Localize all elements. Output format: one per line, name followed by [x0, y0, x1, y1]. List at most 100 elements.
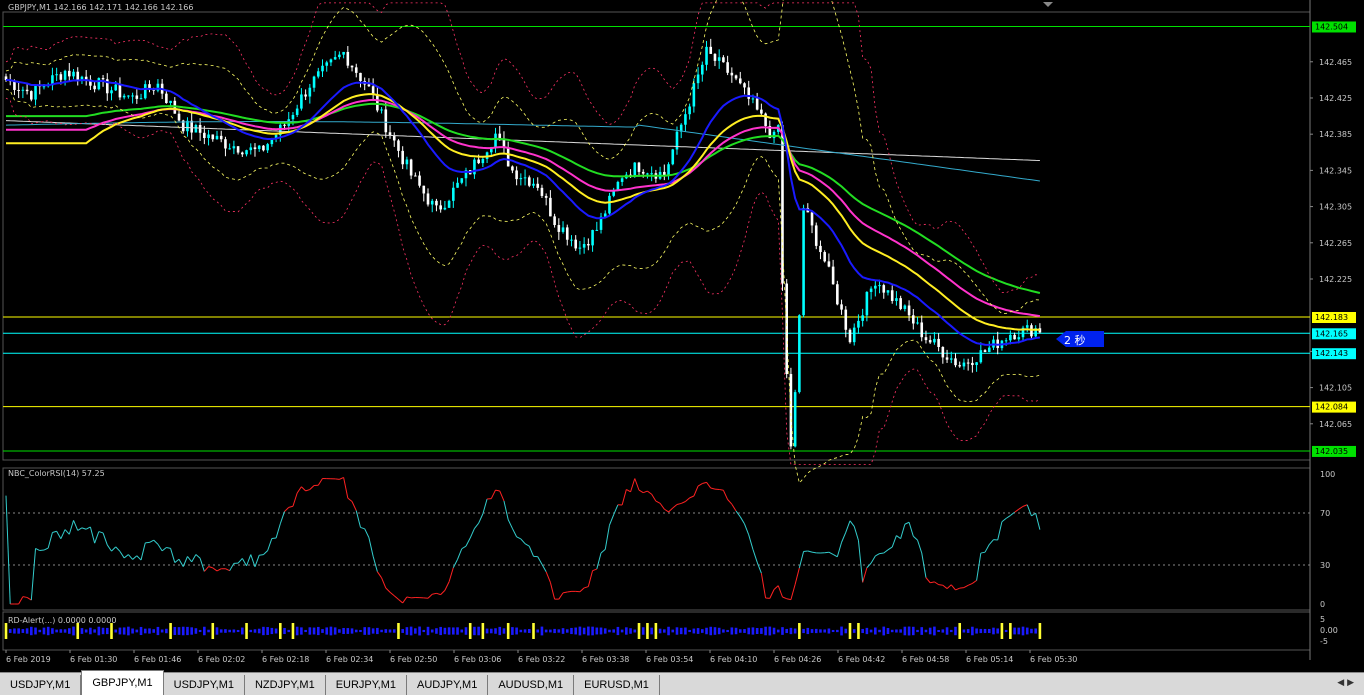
rsi-line-segment — [483, 499, 487, 514]
rsi-line-segment — [660, 503, 664, 509]
candle-body — [541, 188, 544, 196]
rsi-line-segment — [985, 545, 989, 553]
rsi-line-segment — [496, 490, 500, 491]
rd-histogram-bar — [195, 628, 198, 634]
rsi-line-segment — [825, 552, 829, 553]
candle-body — [933, 339, 936, 343]
chart-tab-nzdjpy-m1[interactable]: NZDJPY,M1 — [245, 675, 326, 695]
rd-histogram-bar — [579, 627, 582, 636]
rsi-line-segment — [428, 594, 432, 598]
rd-histogram-bar — [460, 630, 463, 633]
rsi-line-segment — [723, 490, 727, 499]
rsi-line-segment — [626, 489, 630, 491]
rsi-line-segment — [196, 554, 200, 558]
rd-histogram-bar — [629, 628, 632, 633]
rsi-line-segment — [753, 549, 757, 562]
rsi-line-segment — [804, 551, 808, 552]
rd-axis-label: -5 — [1320, 637, 1328, 646]
rsi-line-segment — [44, 548, 48, 550]
rsi-line-segment — [875, 554, 879, 556]
candle-body — [836, 284, 839, 304]
rd-histogram-bar — [904, 627, 907, 636]
rsi-line-segment — [740, 517, 744, 524]
candle-body — [840, 304, 843, 309]
rd-histogram-bar — [68, 628, 71, 634]
candle-body — [587, 244, 590, 245]
time-axis-label: 6 Feb 03:38 — [582, 655, 629, 664]
rd-histogram-bar — [237, 630, 240, 632]
rd-histogram-bar — [486, 629, 489, 634]
chart-tab-gbpjpy-m1[interactable]: GBPJPY,M1 — [81, 670, 163, 695]
time-axis-label: 6 Feb 03:06 — [454, 655, 501, 664]
time-axis-label: 6 Feb 02:34 — [326, 655, 373, 664]
rd-histogram-bar — [174, 627, 177, 635]
level-price-label: 142.504 — [1315, 22, 1348, 31]
rsi-line-segment — [538, 557, 542, 565]
rsi-line-segment — [175, 559, 179, 562]
rsi-line-segment — [939, 585, 943, 586]
candle-body — [638, 163, 641, 172]
rsi-line-segment — [31, 548, 35, 600]
chart-tab-audusd-m1[interactable]: AUDUSD,M1 — [488, 675, 574, 695]
candle-body — [241, 153, 244, 155]
rd-histogram-bar — [321, 629, 324, 633]
rsi-line-segment — [230, 563, 234, 570]
chart-canvas[interactable]: 142.465142.425142.385142.345142.305142.2… — [0, 0, 1364, 672]
rd-histogram-bar — [874, 627, 877, 634]
rd-histogram-bar — [562, 628, 565, 634]
candle-body — [819, 246, 822, 252]
rd-histogram-bar — [912, 627, 915, 635]
rd-histogram-bar — [659, 629, 662, 634]
rd-histogram-bar — [870, 630, 873, 633]
rd-histogram-bar — [861, 629, 864, 633]
candle-body — [376, 95, 379, 111]
rd-histogram-bar — [638, 623, 641, 639]
rd-histogram-bar — [1022, 627, 1025, 636]
rd-histogram-bar — [216, 627, 219, 634]
rsi-line-segment — [664, 509, 668, 512]
rd-histogram-bar — [123, 627, 126, 634]
rsi-line-segment — [1002, 518, 1006, 521]
rd-histogram-bar — [642, 627, 645, 635]
candle-body — [507, 147, 510, 166]
rd-histogram-bar — [574, 628, 577, 635]
tab-scroll-arrows-icon[interactable]: ◀ ▶ — [1337, 678, 1354, 688]
candle-body — [418, 176, 421, 186]
candle-body — [17, 90, 20, 91]
chart-tab-usdjpy-m1[interactable]: USDJPY,M1 — [0, 675, 81, 695]
rd-histogram-bar — [566, 629, 569, 632]
candle-body — [596, 230, 599, 231]
rd-histogram-bar — [325, 627, 328, 634]
rsi-line-segment — [685, 498, 689, 502]
band-upper-red — [6, 3, 1040, 293]
rd-histogram-bar — [22, 629, 25, 633]
rd-histogram-bar — [98, 627, 101, 636]
rsi-line-segment — [99, 532, 103, 533]
rsi-line-segment — [390, 592, 394, 595]
rsi-line-segment — [154, 540, 158, 544]
rsi-line-segment — [441, 590, 445, 594]
chart-tab-eurusd-m1[interactable]: EURUSD,M1 — [574, 675, 660, 695]
candle-body — [266, 144, 269, 150]
rsi-line-segment — [998, 522, 1002, 540]
chart-tab-usdjpy-m1[interactable]: USDJPY,M1 — [164, 675, 245, 695]
candle-body — [701, 65, 704, 75]
chart-tab-eurjpy-m1[interactable]: EURJPY,M1 — [326, 675, 407, 695]
rd-histogram-bar — [996, 628, 999, 633]
rd-histogram-bar — [891, 630, 894, 632]
rsi-line-segment — [398, 599, 402, 603]
chart-tab-audjpy-m1[interactable]: AUDJPY,M1 — [407, 675, 488, 695]
rd-histogram-bar — [705, 628, 708, 634]
candle-body — [887, 290, 890, 292]
candle-body — [330, 59, 333, 62]
candle-body — [296, 109, 299, 115]
level-price-label: 142.165 — [1315, 329, 1348, 338]
rsi-line-segment — [339, 477, 343, 479]
rsi-line-segment — [293, 493, 297, 506]
rsi-line-segment — [373, 556, 377, 571]
rsi-line-segment — [289, 506, 293, 507]
candle-body — [347, 52, 350, 66]
rd-histogram-bar — [300, 627, 303, 634]
rd-histogram-bar — [347, 628, 350, 634]
